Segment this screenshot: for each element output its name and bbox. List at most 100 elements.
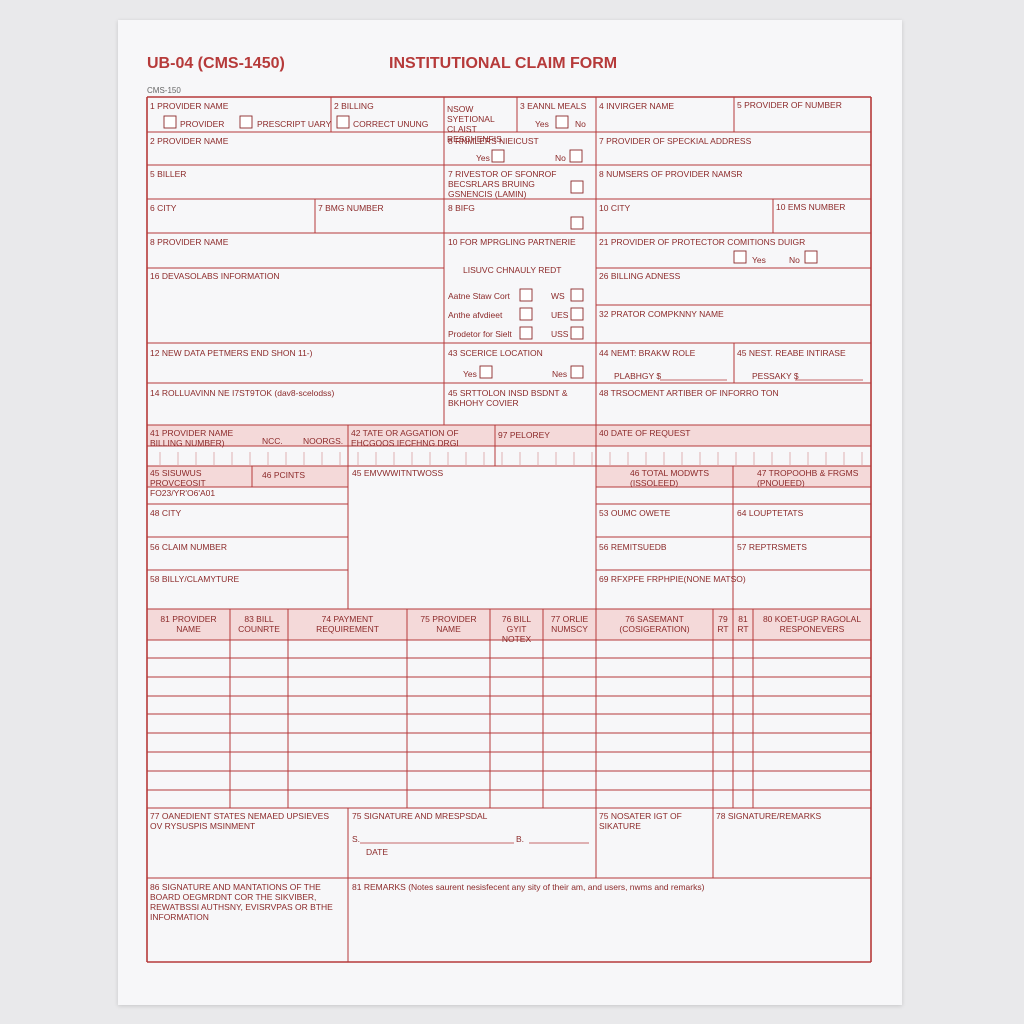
table-header: 81 RT [737, 614, 749, 634]
field-label: 3 EANNL MEALS [520, 101, 587, 111]
checkbox [479, 365, 493, 379]
field-label: No [555, 153, 566, 163]
field-label: 8 PROVIDER NAME [150, 237, 229, 247]
form-number: CMS-150 [147, 86, 181, 95]
field-label: 45 NEST. REABE INTIRASE [737, 348, 846, 358]
field-label: 8 RNMLERS NIEICUST [448, 136, 539, 146]
field-label: NCC. [262, 436, 283, 446]
field-label: 97 PELOREY [498, 430, 550, 440]
field-label: 44 NEMT: BRAKW ROLE [599, 348, 696, 358]
field-label: PROVIDER [180, 119, 225, 129]
table-header: 76 SASEMANT (COSIGERATION) [619, 614, 690, 634]
field-label: 7 BMG NUMBER [318, 203, 384, 213]
field-label: Nes [552, 369, 568, 379]
field-label: 56 CLAIM NUMBER [150, 542, 227, 552]
pink-band [147, 609, 871, 640]
checkbox [570, 216, 584, 230]
field-label: DATE [366, 847, 389, 857]
checkbox [519, 326, 533, 340]
field-label: Anthe afvdieet [448, 310, 503, 320]
checkbox [555, 115, 569, 129]
checkbox [570, 365, 584, 379]
paper [118, 20, 902, 1005]
checkbox [519, 288, 533, 302]
checkbox [733, 250, 747, 264]
field-label: B. [516, 834, 525, 844]
field-label: 78 SIGNATURE/REMARKS [716, 811, 822, 821]
field-label: NOORGS. [303, 436, 344, 446]
field-label: 7 PROVIDER OF SPECKIAL ADDRESS [599, 136, 752, 146]
field-label: No [575, 119, 586, 129]
table-header: 77 ORLIE NUMSCY [550, 614, 589, 634]
table-header: 74 PAYMENT REQUIREMENT [316, 614, 379, 634]
field-label: 8 BIFG [448, 203, 475, 213]
field-label: 8 NUMSERS OF PROVIDER NAMSR [599, 169, 743, 179]
field-label: 21 PROVIDER OF PROTECTOR COMITIONS DUIGR [599, 237, 806, 247]
checkbox [519, 307, 533, 321]
form-title: INSTITUTIONAL CLAIM FORM [389, 55, 618, 72]
field-label: 45 EMVWWITNTWOSS [352, 468, 444, 478]
field-label: 10 EMS NUMBER [776, 202, 846, 212]
field-label: Yes [463, 369, 477, 379]
field-label: 10 FOR MPRGLING PARTNERIE [448, 237, 576, 247]
field-label: 42 TATE OR AGGATION OF EHCGOOS IECFHNG D… [351, 428, 459, 448]
field-label: 48 CITY [150, 508, 182, 518]
pink-band [147, 425, 871, 446]
field-label: 75 SIGNATURE AND MRESPSDAL [352, 811, 488, 821]
field-label: S. [352, 834, 361, 844]
field-label: UES [551, 310, 569, 320]
field-label: Yes [752, 255, 766, 265]
field-label: 40 DATE OF REQUEST [599, 428, 691, 438]
field-label: CORRECT UNUNG [353, 119, 429, 129]
field-label: 46 TOTAL MODWTS (ISSOLEED) [630, 468, 710, 488]
field-label: 45 SISUWUS PROVCEOSIT FO23/YR'O6'A01 [150, 468, 216, 498]
field-label: 46 PCINTS [262, 470, 305, 480]
field-label: 47 TROPOOHB & FRGMS (PNOUEED) [757, 468, 859, 488]
field-label: 6 CITY [150, 203, 177, 213]
field-label: 7 RIVESTOR OF SFONROF BECSRLARS BRUING G… [448, 169, 557, 199]
field-label: USS [551, 329, 569, 339]
field-label: 5 PROVIDER OF NUMBER [737, 100, 842, 110]
field-label: 53 OUMC OWETE [599, 508, 671, 518]
checkbox [570, 180, 584, 194]
field-label: 56 REMITSUEDB [599, 542, 667, 552]
checkbox [570, 288, 584, 302]
field-label: WS [551, 291, 565, 301]
checkbox [336, 115, 350, 129]
field-label: Yes [535, 119, 549, 129]
field-label: 69 RFXPFE FRPHPIE(NONE MATSO) [599, 574, 746, 584]
field-label: 26 BILLING ADNESS [599, 271, 681, 281]
field-label: Aatne Staw Cort [448, 291, 510, 301]
checkbox [570, 307, 584, 321]
field-label: 41 PROVIDER NAME BILLING NUMBER) [150, 428, 234, 448]
checkbox [569, 149, 583, 163]
field-label: PLABHGY $ [614, 371, 662, 381]
field-label: NSOW SYETIONAL CLAIST RESCHENFIS [447, 104, 502, 144]
field-label: 10 CITY [599, 203, 631, 213]
field-label: 86 SIGNATURE AND MANTATIONS OF THE BOARD… [150, 882, 333, 922]
pink-band [147, 466, 348, 487]
field-label: 64 LOUPTETATS [737, 508, 804, 518]
field-label: Yes [476, 153, 490, 163]
field-label: 5 BILLER [150, 169, 187, 179]
table-header: 83 BILL COUNRTE [238, 614, 280, 634]
checkbox [163, 115, 177, 129]
field-label: 77 OANEDIENT STATES NEMAED UPSIEVES OV R… [150, 811, 330, 831]
checkbox [570, 326, 584, 340]
field-label: No [789, 255, 800, 265]
field-label: 32 PRATOR COMPKNNY NAME [599, 309, 724, 319]
field-label: 4 INVIRGER NAME [599, 101, 675, 111]
field-label: 45 SRTTOLON INSD BSDNT & BKHOHY COVIER [448, 388, 568, 408]
field-label: 58 BILLY/CLAMYTURE [150, 574, 240, 584]
field-label: 75 NOSATER IGT OF SIKATURE [599, 811, 682, 831]
field-label: Prodetor for Sielt [448, 329, 512, 339]
form-code: UB-04 (CMS-1450) [147, 55, 285, 72]
checkbox [804, 250, 818, 264]
table-header: 80 KOET-UGP RAGOLAL RESPONEVERS [762, 614, 862, 634]
checkbox [239, 115, 253, 129]
table-header: 81 PROVIDER NAME [160, 614, 217, 634]
field-label: 48 TRSOCMENT ARTIBER OF INFORRO TON [599, 388, 779, 398]
field-label: 14 ROLLUAVINN NE I7ST9TOK (dav8-scelodss… [150, 388, 335, 398]
